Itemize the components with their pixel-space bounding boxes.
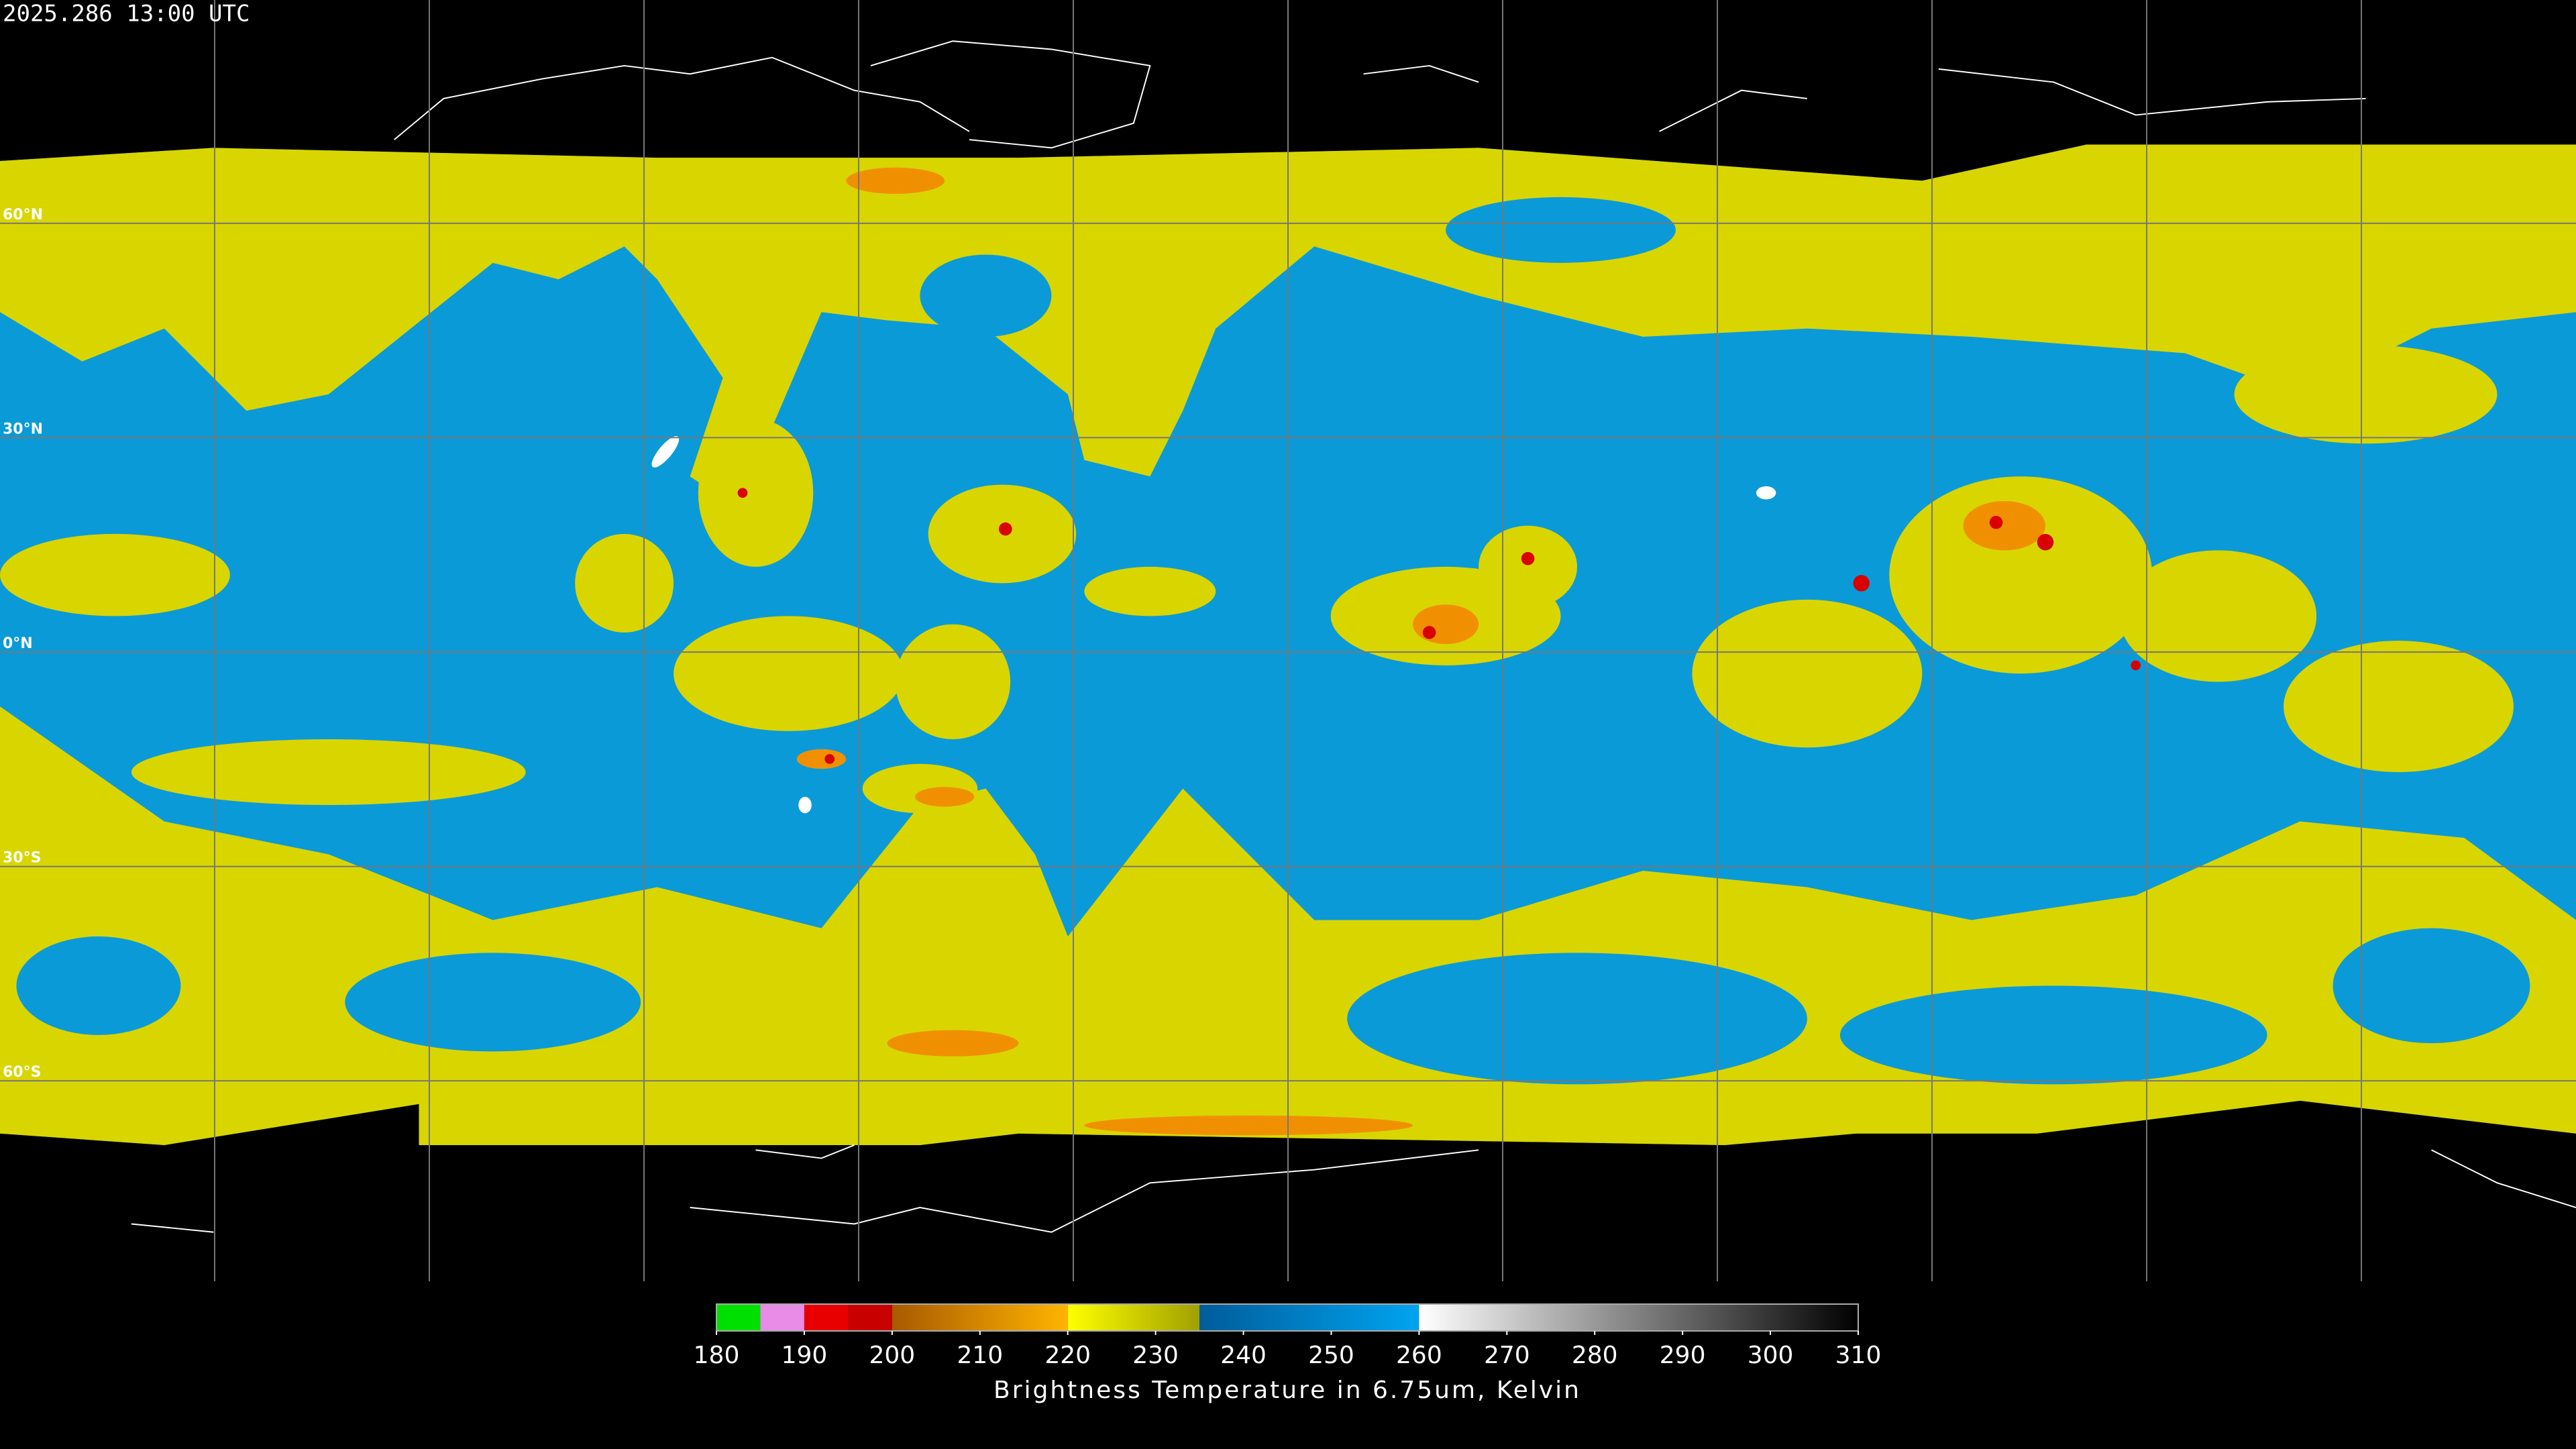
colorbar-segment: [716, 1304, 761, 1331]
colorbar-segment: [760, 1304, 804, 1331]
lat-label: 60°S: [3, 1064, 41, 1081]
colorbar-segment: [804, 1304, 849, 1331]
lat-label: 60°N: [3, 207, 43, 223]
colorbar-segment: [848, 1304, 892, 1331]
colorbar-tick-label: 280: [1572, 1342, 1618, 1369]
polar-coastlines: [131, 40, 2576, 1233]
colorbar-tick-label: 250: [1308, 1342, 1354, 1369]
colorbar-tick-label: 180: [694, 1342, 740, 1369]
lat-label: 30°N: [3, 421, 43, 437]
colorbar-tick-label: 260: [1396, 1342, 1442, 1369]
colorbar-tick-label: 290: [1660, 1342, 1706, 1369]
colorbar-tick-label: 200: [869, 1342, 915, 1369]
colorbar-segment: [892, 1304, 1068, 1331]
deep-convection: [737, 488, 2141, 764]
timestamp: 2025.286 13:00 UTC: [3, 1, 250, 28]
colorbar-tick-label: 230: [1132, 1342, 1179, 1369]
colorbar: 180 190 200 210 220 230 240 250 260 270 280 290 300 3…: [694, 1303, 1882, 1404]
colorbar-tick-label: 240: [1220, 1342, 1267, 1369]
colorbar-frame: [716, 1303, 1859, 1332]
lat-label: 0°N: [3, 635, 33, 652]
colorbar-tick-label: 270: [1484, 1342, 1530, 1369]
cold-tops: [796, 167, 2046, 1136]
graticule: 60°N 30°N 0°N 30°S 60°S: [0, 0, 2576, 1281]
lat-label: 30°S: [3, 850, 41, 867]
colorbar-tick-label: 190: [782, 1342, 828, 1369]
colorbar-tick-label: 300: [1748, 1342, 1794, 1369]
colorbar-tick-label: 210: [957, 1342, 1003, 1369]
colorbar-segment: [1419, 1304, 1858, 1331]
warm-spots: [651, 436, 1776, 814]
dry-slots: [16, 197, 2530, 1085]
colorbar-tick-label: 220: [1044, 1342, 1091, 1369]
colorbar-segment: [1067, 1304, 1200, 1331]
colorbar-segment: [1199, 1304, 1419, 1331]
colorbar-tick-label: 310: [1835, 1342, 1882, 1369]
colorbar-title: Brightness Temperature in 6.75um, Kelvin: [994, 1377, 1581, 1404]
